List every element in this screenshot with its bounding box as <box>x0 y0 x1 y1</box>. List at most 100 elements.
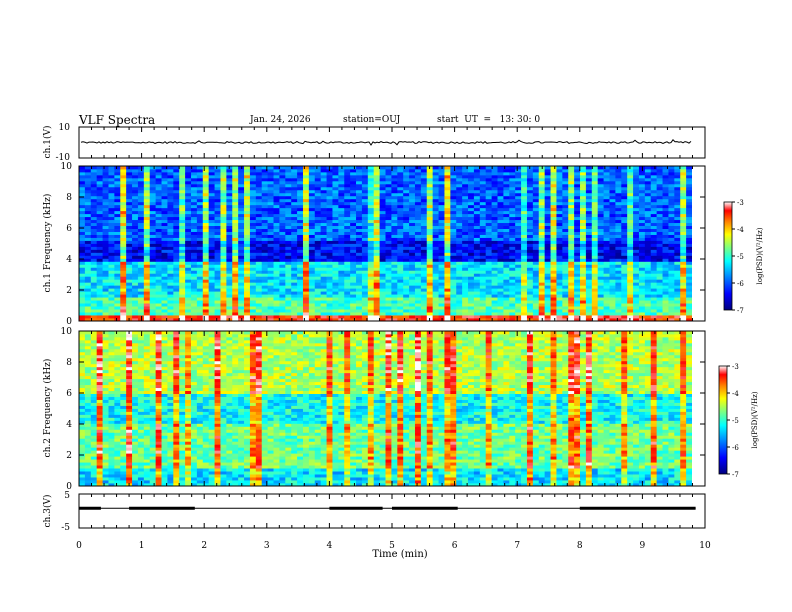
spectrogram-cell <box>485 201 492 206</box>
spectrogram-cell <box>662 210 669 215</box>
spectrogram-cell <box>515 252 522 256</box>
spectrogram-cell <box>585 312 593 316</box>
spectrogram-cell <box>155 204 162 209</box>
spectrogram-cell <box>167 306 174 310</box>
spectrogram-cell <box>126 264 133 268</box>
spectrogram-cell <box>232 252 239 256</box>
spectrogram-cell <box>497 237 504 241</box>
spectrogram-cell <box>196 306 204 310</box>
spectrogram-cell <box>420 195 428 200</box>
spectrogram-cell <box>273 180 280 185</box>
spectrogram-cell <box>208 186 215 191</box>
spectrogram-cell <box>515 285 522 289</box>
spectrogram-cell <box>432 177 439 182</box>
spectrogram-cell <box>580 243 587 247</box>
spectrogram-cell <box>438 309 445 313</box>
spectrogram-cell <box>544 291 551 295</box>
spectrogram-cell <box>238 225 245 229</box>
spectrogram-cell <box>414 309 422 313</box>
spectrogram-cell <box>179 237 186 241</box>
spectrogram-cell <box>497 186 504 191</box>
spectrogram-cell <box>444 186 451 191</box>
spectrogram-cell <box>662 288 669 292</box>
spectrogram-cell <box>167 252 174 256</box>
spectrogram-cell <box>314 246 322 250</box>
spectrogram-cell <box>279 237 286 241</box>
spectrogram-cell <box>249 315 257 319</box>
spectrogram-cell <box>638 231 646 235</box>
spectrogram-cell <box>90 213 98 218</box>
spectrogram-cell <box>208 237 215 241</box>
spectrogram-cell <box>456 222 463 227</box>
spectrogram-cell <box>173 297 180 301</box>
spectrogram-cell <box>574 243 581 247</box>
spectrogram-cell <box>84 177 92 182</box>
spectrogram-cell <box>297 315 304 319</box>
spectrogram-cell <box>379 255 386 259</box>
spectrogram-cell <box>373 192 380 197</box>
spectrogram-cell <box>597 285 604 289</box>
spectrogram-cell <box>621 294 628 298</box>
spectrogram-cell <box>627 273 634 277</box>
spectrogram-cell <box>544 270 551 274</box>
spectrogram-cell <box>102 222 109 227</box>
spectrogram-cell <box>238 300 245 304</box>
spectrogram-cell <box>438 267 445 271</box>
spectrogram-cell <box>232 264 239 268</box>
spectrogram-cell <box>521 264 528 268</box>
spectrogram-cell <box>391 264 398 268</box>
spectrogram-cell <box>479 213 487 218</box>
spectrogram-cell <box>432 318 439 322</box>
spectrogram-cell <box>102 252 109 256</box>
spectrogram-cell <box>244 192 251 197</box>
spectrogram-cell <box>550 261 557 265</box>
spectrogram-cell <box>603 177 610 182</box>
spectrogram-cell <box>379 318 386 322</box>
spectrogram-cell <box>297 237 304 241</box>
spectrogram-cell <box>403 273 410 277</box>
spectrogram-cell <box>79 225 86 229</box>
spectrogram-cell <box>597 288 604 292</box>
spectrogram-cell <box>273 219 280 224</box>
spectrogram-cell <box>155 192 162 197</box>
spectrogram-cell <box>656 234 663 238</box>
spectrogram-cell <box>574 216 581 221</box>
spectrogram-cell <box>609 309 616 313</box>
spectrogram-cell <box>173 318 180 322</box>
spectrogram-cell <box>385 210 392 215</box>
spectrogram-cell <box>273 273 280 277</box>
spectrogram-cell <box>90 264 98 268</box>
spectrogram-cell <box>574 285 581 289</box>
spectrogram-cell <box>273 228 280 232</box>
spectrogram-cell <box>462 318 469 322</box>
spectrogram-cell <box>456 225 463 229</box>
spectrogram-cell <box>273 315 280 319</box>
spectrogram-cell <box>244 186 251 191</box>
spectrogram-cell <box>285 210 292 215</box>
spectrogram-cell <box>633 297 640 301</box>
spectrogram-cell <box>686 300 693 304</box>
spectrogram-cell <box>120 285 127 289</box>
spectrogram-cell <box>585 237 593 241</box>
spectrogram-cell <box>674 198 681 203</box>
spectrogram-cell <box>379 303 386 307</box>
spectrogram-cell <box>238 219 245 224</box>
spectrogram-cell <box>79 279 86 283</box>
spectrogram-cell <box>332 189 339 194</box>
spectrogram-cell <box>603 246 610 250</box>
spectrogram-cell <box>385 222 392 227</box>
spectrogram-cell <box>255 192 263 197</box>
spectrogram-cell <box>96 207 103 212</box>
spectrogram-cell <box>574 195 581 200</box>
spectrogram-cell <box>621 198 628 203</box>
spectrogram-cell <box>202 228 210 232</box>
spectrogram-cell <box>462 288 469 292</box>
spectrogram-cell <box>438 291 445 295</box>
spectrogram-cell <box>161 198 168 203</box>
spectrogram-cell <box>214 285 221 289</box>
station-label: station=OUJ <box>343 115 401 125</box>
spectrogram-cell <box>544 303 551 307</box>
spectrogram-cell <box>438 315 445 319</box>
spectrogram-cell <box>326 294 333 298</box>
spectrogram-cell <box>344 279 351 283</box>
